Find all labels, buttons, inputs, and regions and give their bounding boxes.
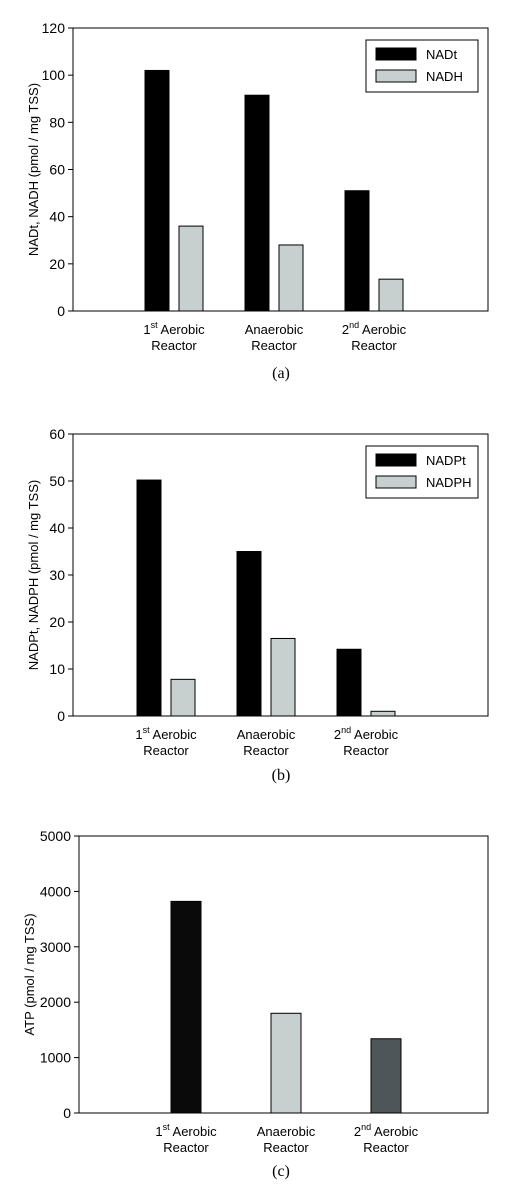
category-label-line1: Anaerobic	[245, 322, 304, 337]
legend-label: NADPt	[426, 453, 466, 468]
bar-value-3	[370, 1038, 402, 1114]
bar-nadph-3	[370, 710, 396, 717]
bar-nadpt-3	[336, 648, 362, 717]
y-tick-label: 20	[49, 614, 65, 630]
y-tick-label: 0	[63, 1105, 71, 1121]
bar-nadt-2	[244, 94, 270, 312]
bar-nadpt-1	[136, 479, 162, 717]
bar-nadph-1	[170, 678, 196, 717]
legend-swatch	[375, 475, 417, 489]
category-label-line2: Reactor	[351, 338, 397, 353]
legend-swatch	[375, 453, 417, 467]
y-tick-label: 0	[57, 708, 65, 724]
y-axis-label: NADt, NADH (pmol / mg TSS)	[26, 83, 41, 256]
y-tick-label: 40	[49, 520, 65, 536]
bar-nadh-1	[178, 225, 204, 312]
category-label-line1: 2nd Aerobic	[334, 725, 399, 742]
bar-value-2	[270, 1012, 302, 1114]
y-tick-label: 120	[42, 20, 66, 36]
category-label-line1: Anaerobic	[237, 727, 296, 742]
y-tick-label: 50	[49, 473, 65, 489]
bar-nadt-3	[344, 190, 370, 312]
y-tick-label: 60	[49, 162, 65, 178]
legend-swatch	[375, 47, 417, 61]
y-tick-label: 2000	[40, 994, 71, 1010]
category-label-line1: 1st Aerobic	[143, 320, 205, 337]
chart-panel-1: 0 20 40 60 80 100 120 NADt, NADH (pmol / mg TSS…	[26, 20, 489, 382]
category-label-line2: Reactor	[143, 743, 189, 758]
y-tick-label: 80	[49, 114, 65, 130]
chart-panel-3: 0 1000 2000 3000 4000 5000 ATP (pmol / mg TSS)…	[22, 828, 489, 1180]
category-label-line2: Reactor	[363, 1140, 409, 1155]
y-tick-label: 10	[49, 661, 65, 677]
category-label-line2: Reactor	[251, 338, 297, 353]
y-tick-label: 40	[49, 209, 65, 225]
bar-nadh-3	[378, 278, 404, 312]
legend-swatch	[375, 69, 417, 83]
panel-caption: (c)	[272, 1163, 290, 1180]
bar-nadph-2	[270, 637, 296, 717]
bar-value-1	[170, 900, 202, 1114]
legend-label: NADH	[426, 69, 463, 84]
panel-caption: (a)	[272, 365, 290, 382]
panel-caption: (b)	[272, 767, 291, 784]
y-axis-label: ATP (pmol / mg TSS)	[22, 913, 37, 1035]
y-tick-label: 0	[57, 303, 65, 319]
category-label-line1: 2nd Aerobic	[342, 320, 407, 337]
bar-nadt-1	[144, 69, 170, 312]
category-label-line2: Reactor	[263, 1140, 309, 1155]
bar-nadh-2	[278, 244, 304, 312]
y-tick-label: 60	[49, 426, 65, 442]
y-tick-label: 100	[42, 67, 66, 83]
legend-label: NADt	[426, 47, 457, 62]
y-tick-label: 5000	[40, 828, 71, 844]
y-tick-label: 30	[49, 567, 65, 583]
category-label-line1: 1st Aerobic	[135, 725, 197, 742]
legend-label: NADPH	[426, 475, 472, 490]
bar-nadpt-2	[236, 551, 262, 717]
y-tick-label: 20	[49, 256, 65, 272]
y-axis-label: NADPt, NADPH (pmol / mg TSS)	[26, 480, 41, 670]
category-label-line1: Anaerobic	[257, 1124, 316, 1139]
category-label-line2: Reactor	[163, 1140, 209, 1155]
category-label-line2: Reactor	[343, 743, 389, 758]
y-tick-label: 1000	[40, 1050, 71, 1066]
y-tick-label: 3000	[40, 939, 71, 955]
category-label-line1: 1st Aerobic	[155, 1122, 217, 1139]
category-label-line2: Reactor	[243, 743, 289, 758]
category-label-line1: 2nd Aerobic	[354, 1122, 419, 1139]
category-label-line2: Reactor	[151, 338, 197, 353]
y-tick-label: 4000	[40, 883, 71, 899]
chart-panel-2: 0 10 20 30 40 50 60 NADPt, NADPH (pmol / mg TSS…	[26, 426, 489, 784]
